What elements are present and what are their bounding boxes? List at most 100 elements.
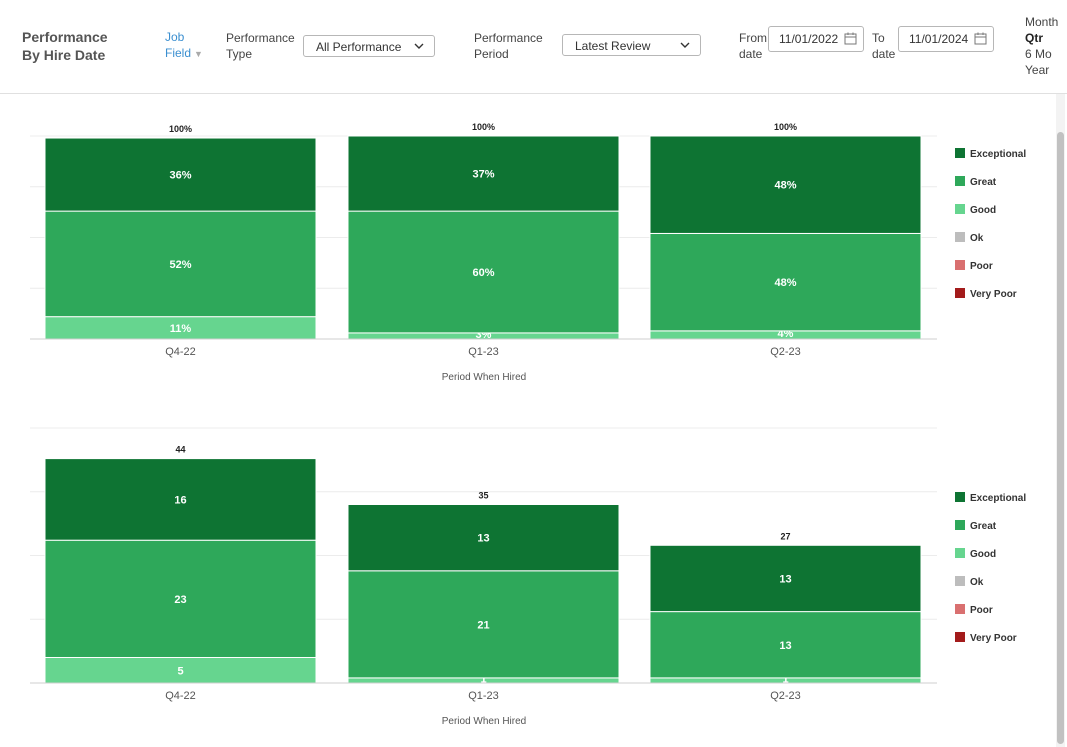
to-date-input[interactable]: 11/01/2024 (898, 26, 994, 52)
legend-item-ok[interactable]: Ok (955, 576, 984, 588)
to-date-label: To date (872, 30, 895, 62)
to-date-label-line1: To (872, 31, 885, 45)
from-date-value: 11/01/2022 (779, 32, 839, 46)
granularity-year[interactable]: Year (1025, 63, 1050, 77)
performance-period-value: Latest Review (575, 39, 651, 53)
to-date-label-line2: date (872, 47, 896, 61)
legend-item-great[interactable]: Great (955, 176, 997, 188)
bar-segment-great (649, 232, 922, 332)
legend-item-good[interactable]: Good (955, 548, 996, 560)
data-label: 11% (170, 323, 192, 335)
charts-area: 11%52%36%100%Q4-223%60%37%100%Q1-234%48%… (30, 122, 1026, 727)
from-date-input[interactable]: 11/01/2022 (768, 26, 864, 52)
legend-item-good[interactable]: Good (955, 204, 996, 216)
legend-item-very-poor[interactable]: Very Poor (955, 288, 1017, 300)
legend: Exceptional Great Good Ok Poor Very Poor (955, 148, 1026, 300)
total-label: 27 (780, 531, 790, 541)
legend-swatch (955, 288, 965, 298)
data-label: 52% (169, 259, 191, 271)
performance-type-select[interactable]: All Performance (303, 35, 435, 57)
legend-item-great[interactable]: Great (955, 520, 997, 532)
x-tick-label: Q4-22 (165, 346, 196, 358)
granularity-month[interactable]: Month (1025, 15, 1059, 29)
bar-segment-exceptional (44, 137, 317, 212)
legend-label: Good (970, 549, 996, 560)
performance-type-label-line2: Type (226, 47, 253, 61)
chevron-down-icon (680, 42, 690, 48)
performance-period-select[interactable]: Latest Review (562, 34, 701, 56)
bar-segment-exceptional (347, 504, 620, 572)
data-label: 13 (477, 533, 489, 545)
x-axis-title: Period When Hired (442, 716, 526, 727)
bar-segment-exceptional (649, 135, 922, 234)
data-label: 21 (477, 619, 489, 631)
page-title-line1: Performance (22, 29, 108, 45)
legend-item-ok[interactable]: Ok (955, 232, 984, 244)
legend-label: Ok (970, 577, 984, 588)
bar-segment-exceptional (347, 135, 620, 212)
legend-label: Poor (970, 261, 993, 272)
legend-item-poor[interactable]: Poor (955, 604, 993, 616)
legend-item-exceptional[interactable]: Exceptional (955, 148, 1026, 160)
x-tick-label: Q2-23 (770, 690, 801, 702)
legend-swatch (955, 632, 965, 642)
performance-period-label: Performance Period (474, 30, 543, 62)
x-tick-label: Q4-22 (165, 690, 196, 702)
legend-item-very-poor[interactable]: Very Poor (955, 632, 1017, 644)
data-label: 37% (472, 169, 494, 181)
total-label: 44 (175, 445, 185, 455)
legend-label: Great (970, 177, 997, 188)
scrollbar-thumb[interactable] (1057, 132, 1064, 744)
legend-label: Exceptional (970, 149, 1026, 160)
legend-label: Ok (970, 233, 984, 244)
legend: Exceptional Great Good Ok Poor Very Poor (955, 492, 1026, 644)
bar-segment-exceptional (44, 458, 317, 541)
legend-swatch (955, 604, 965, 614)
data-label: 60% (472, 267, 494, 279)
granularity-6mo[interactable]: 6 Mo (1025, 47, 1052, 61)
legend-label: Exceptional (970, 493, 1026, 504)
chevron-down-icon (414, 43, 424, 49)
legend-swatch (955, 548, 965, 558)
caret-down-icon: ▼ (194, 49, 203, 59)
job-field-dropdown[interactable]: Job Field ▼ (165, 29, 203, 62)
calendar-icon[interactable] (974, 32, 987, 45)
bar-segment-great (347, 570, 620, 679)
to-date-value: 11/01/2024 (909, 32, 969, 46)
performance-period-label-line2: Period (474, 47, 509, 61)
legend-swatch (955, 576, 965, 586)
data-label: 23 (174, 594, 186, 606)
bar-segment-great (44, 539, 317, 659)
from-date-label-line1: From (739, 31, 767, 45)
bar-segment-great (649, 611, 922, 679)
legend-swatch (955, 260, 965, 270)
data-label: 13 (779, 573, 791, 585)
data-label: 48% (774, 180, 796, 192)
performance-type-label-line1: Performance (226, 31, 295, 45)
calendar-icon[interactable] (844, 32, 857, 45)
legend-item-exceptional[interactable]: Exceptional (955, 492, 1026, 504)
legend-swatch (955, 204, 965, 214)
x-axis-title: Period When Hired (442, 372, 526, 383)
total-label: 35 (478, 491, 488, 501)
granularity-qtr[interactable]: Qtr (1025, 31, 1043, 45)
x-tick-label: Q1-23 (468, 346, 499, 358)
legend-label: Very Poor (970, 633, 1017, 644)
legend-swatch (955, 520, 965, 530)
data-label: 16 (174, 494, 186, 506)
x-tick-label: Q2-23 (770, 346, 801, 358)
legend-swatch (955, 492, 965, 502)
x-tick-label: Q1-23 (468, 690, 499, 702)
data-label: 48% (774, 277, 796, 289)
bar-segment-exceptional (649, 544, 922, 613)
job-field-label-line1: Job (165, 30, 185, 44)
total-label: 100% (472, 122, 495, 132)
performance-period-label-line1: Performance (474, 31, 543, 45)
total-label: 100% (774, 122, 797, 132)
legend-label: Very Poor (970, 289, 1017, 300)
legend-label: Great (970, 521, 997, 532)
bar-segment-great (44, 210, 317, 318)
data-label: 1 (782, 673, 788, 685)
chart-2: 5 23 16 44 Q4-22 1 21 13 35 Q1-23 1 13 13 27 Q2-23 Peri… (30, 427, 1026, 727)
legend-item-poor[interactable]: Poor (955, 260, 993, 272)
